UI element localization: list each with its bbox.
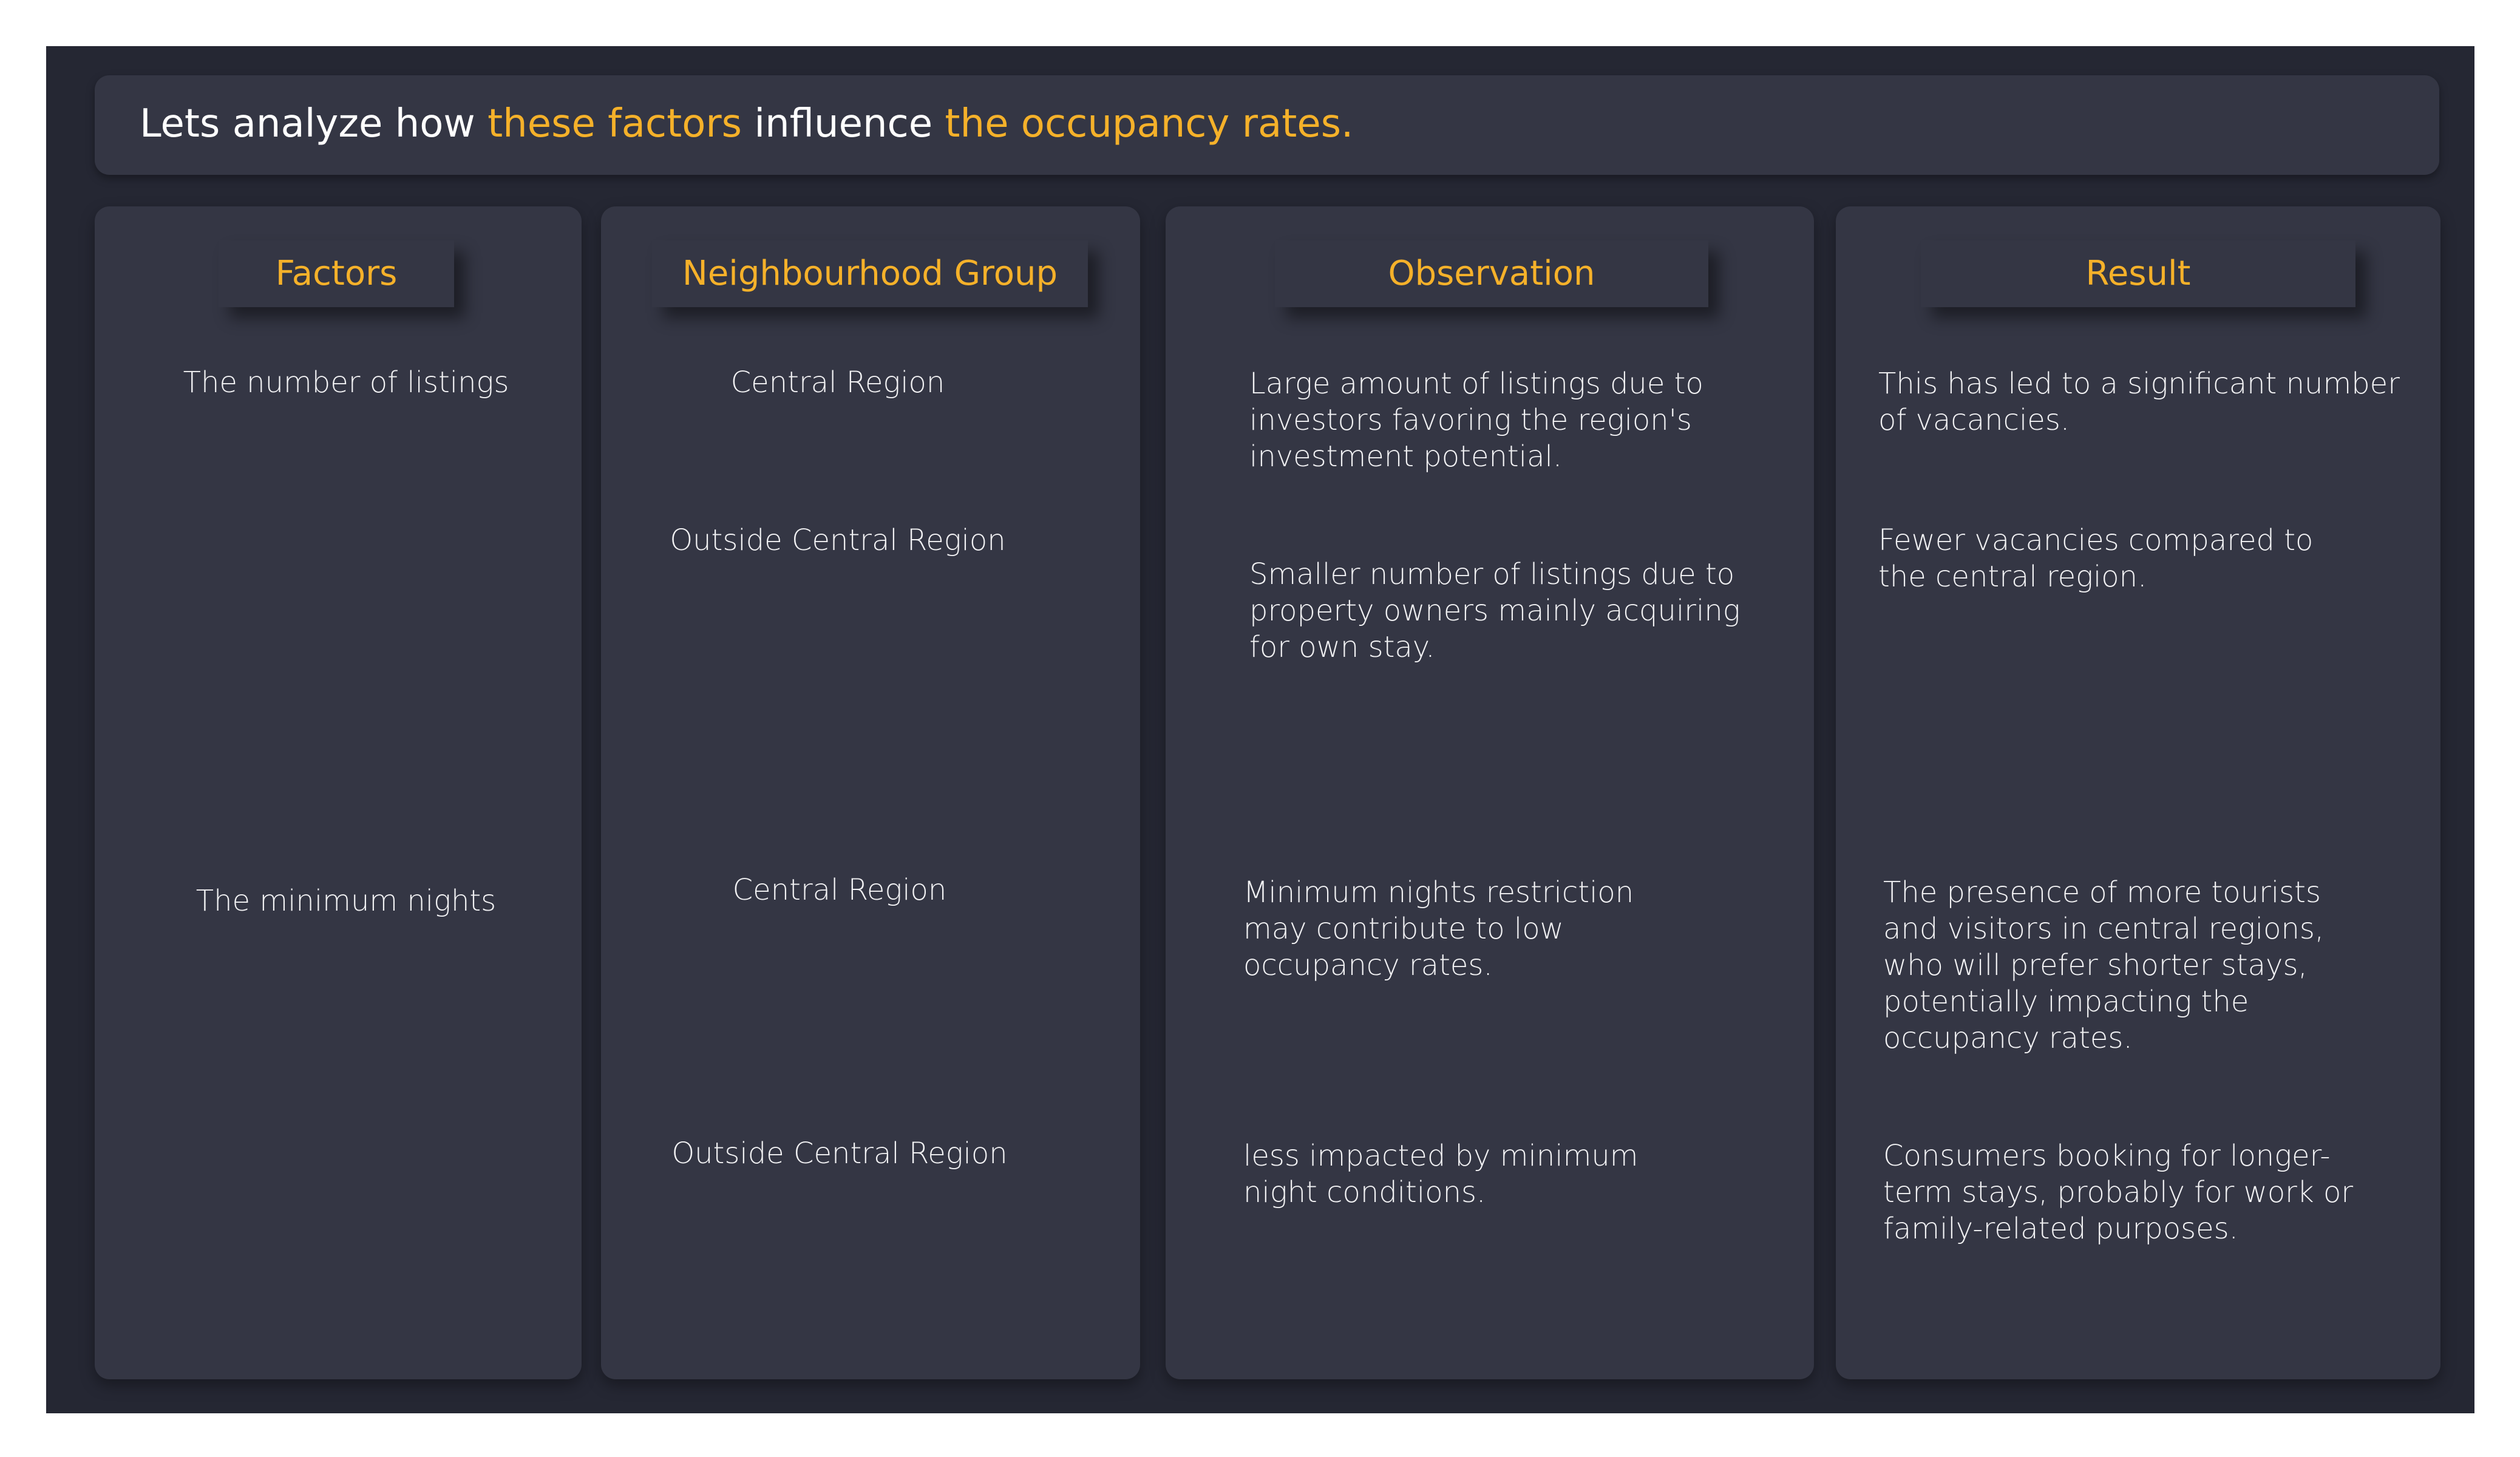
header-text-part3: influence: [742, 101, 945, 146]
neighbourhood-group-column: Neighbourhood Group Central Region Outsi…: [601, 206, 1140, 1379]
header-highlight-factors: these factors: [487, 101, 742, 146]
observation-item-4: less impacted by minimum night condition…: [1243, 1139, 1639, 1209]
neighbourhood-outside-central-region-2: Outside Central Region: [671, 1136, 1008, 1170]
result-column-header: Result: [1921, 240, 2355, 307]
factors-column: Factors The number of listings The minim…: [95, 206, 582, 1379]
neighbourhood-central-region-1: Central Region: [730, 365, 945, 399]
observation-column-header: Observation: [1275, 240, 1708, 307]
factor-minimum-nights: The minimum nights: [195, 884, 497, 918]
observation-item-3: Minimum nights restriction may contribut…: [1243, 875, 1634, 982]
observation-item-2: Smaller number of listings due to proper…: [1249, 557, 1741, 664]
observation-item-1: Large amount of listings due to investor…: [1249, 367, 1703, 474]
header-highlight-occupancy: the occupancy rates.: [945, 101, 1354, 146]
neighbourhood-group-column-header: Neighbourhood Group: [652, 240, 1088, 307]
neighbourhood-outside-central-region-1: Outside Central Region: [670, 523, 1006, 557]
observation-column: Observation Large amount of listings due…: [1166, 206, 1814, 1379]
neighbourhood-central-region-2: Central Region: [732, 873, 947, 907]
result-column: Result This has led to a significant num…: [1836, 206, 2440, 1379]
factors-column-header: Factors: [219, 240, 454, 307]
result-item-1: This has led to a significant number of …: [1878, 367, 2400, 437]
header-banner: Lets analyze how these factors influence…: [95, 75, 2439, 175]
result-item-3: The presence of more tourists and visito…: [1883, 875, 2325, 1055]
header-text-part1: Lets analyze how: [140, 101, 488, 146]
result-item-4: Consumers booking for longer-term stays,…: [1883, 1139, 2354, 1246]
result-item-2: Fewer vacancies compared to the central …: [1878, 523, 2314, 594]
factor-number-of-listings: The number of listings: [183, 365, 509, 399]
header-title: Lets analyze how these factors influence…: [140, 100, 1353, 148]
